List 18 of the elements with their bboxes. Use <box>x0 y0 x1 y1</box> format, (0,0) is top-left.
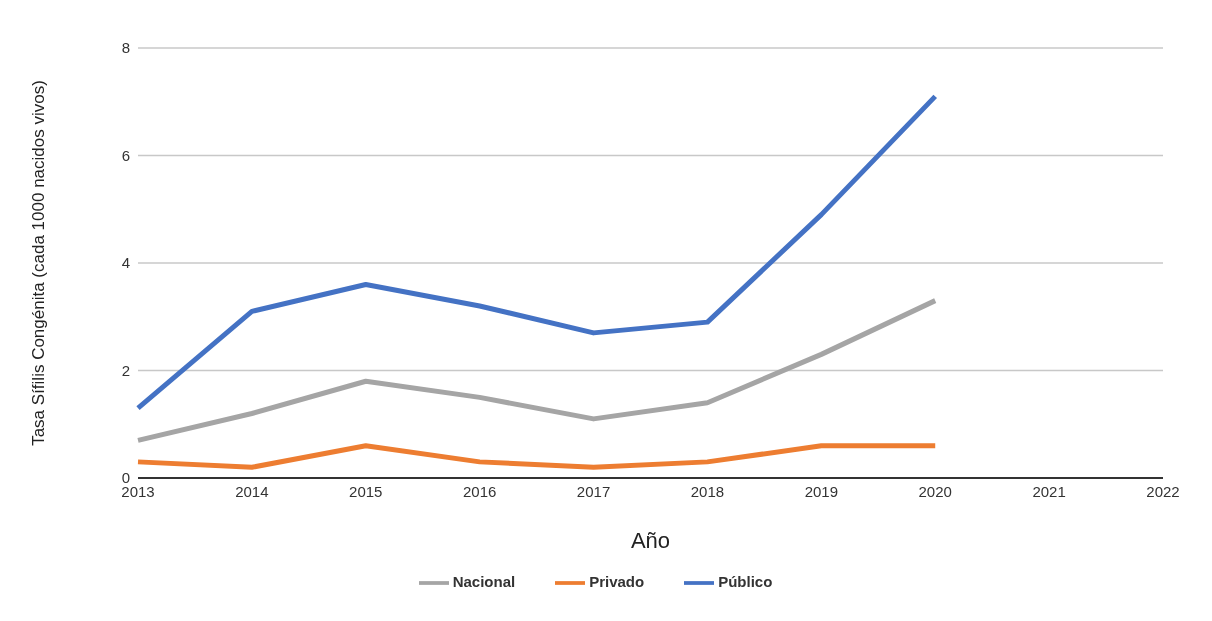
legend-label: Nacional <box>452 572 516 590</box>
x-tick-label: 2020 <box>918 482 952 500</box>
y-tick-label: 2 <box>121 361 130 379</box>
y-tick-label: 8 <box>121 39 130 57</box>
legend-label: Público <box>718 572 773 590</box>
x-tick-label: 2018 <box>690 482 725 500</box>
x-tick-label: 2022 <box>1146 482 1180 500</box>
x-tick-label: 2014 <box>235 482 269 500</box>
x-tick-label: 2021 <box>1032 482 1066 500</box>
y-tick-label: 6 <box>121 146 130 164</box>
x-tick-label: 2019 <box>804 482 839 500</box>
y-axis-title: Tasa Sífilis Congénita (cada 1000 nacidos vivos) <box>29 80 49 446</box>
y-tick-label: 4 <box>121 254 130 272</box>
x-tick-label: 2017 <box>576 482 611 500</box>
x-tick-label: 2016 <box>462 482 497 500</box>
x-tick-label: 2015 <box>349 482 383 500</box>
legend-label: Privado <box>589 572 645 590</box>
x-axis-title: Año <box>630 528 671 553</box>
